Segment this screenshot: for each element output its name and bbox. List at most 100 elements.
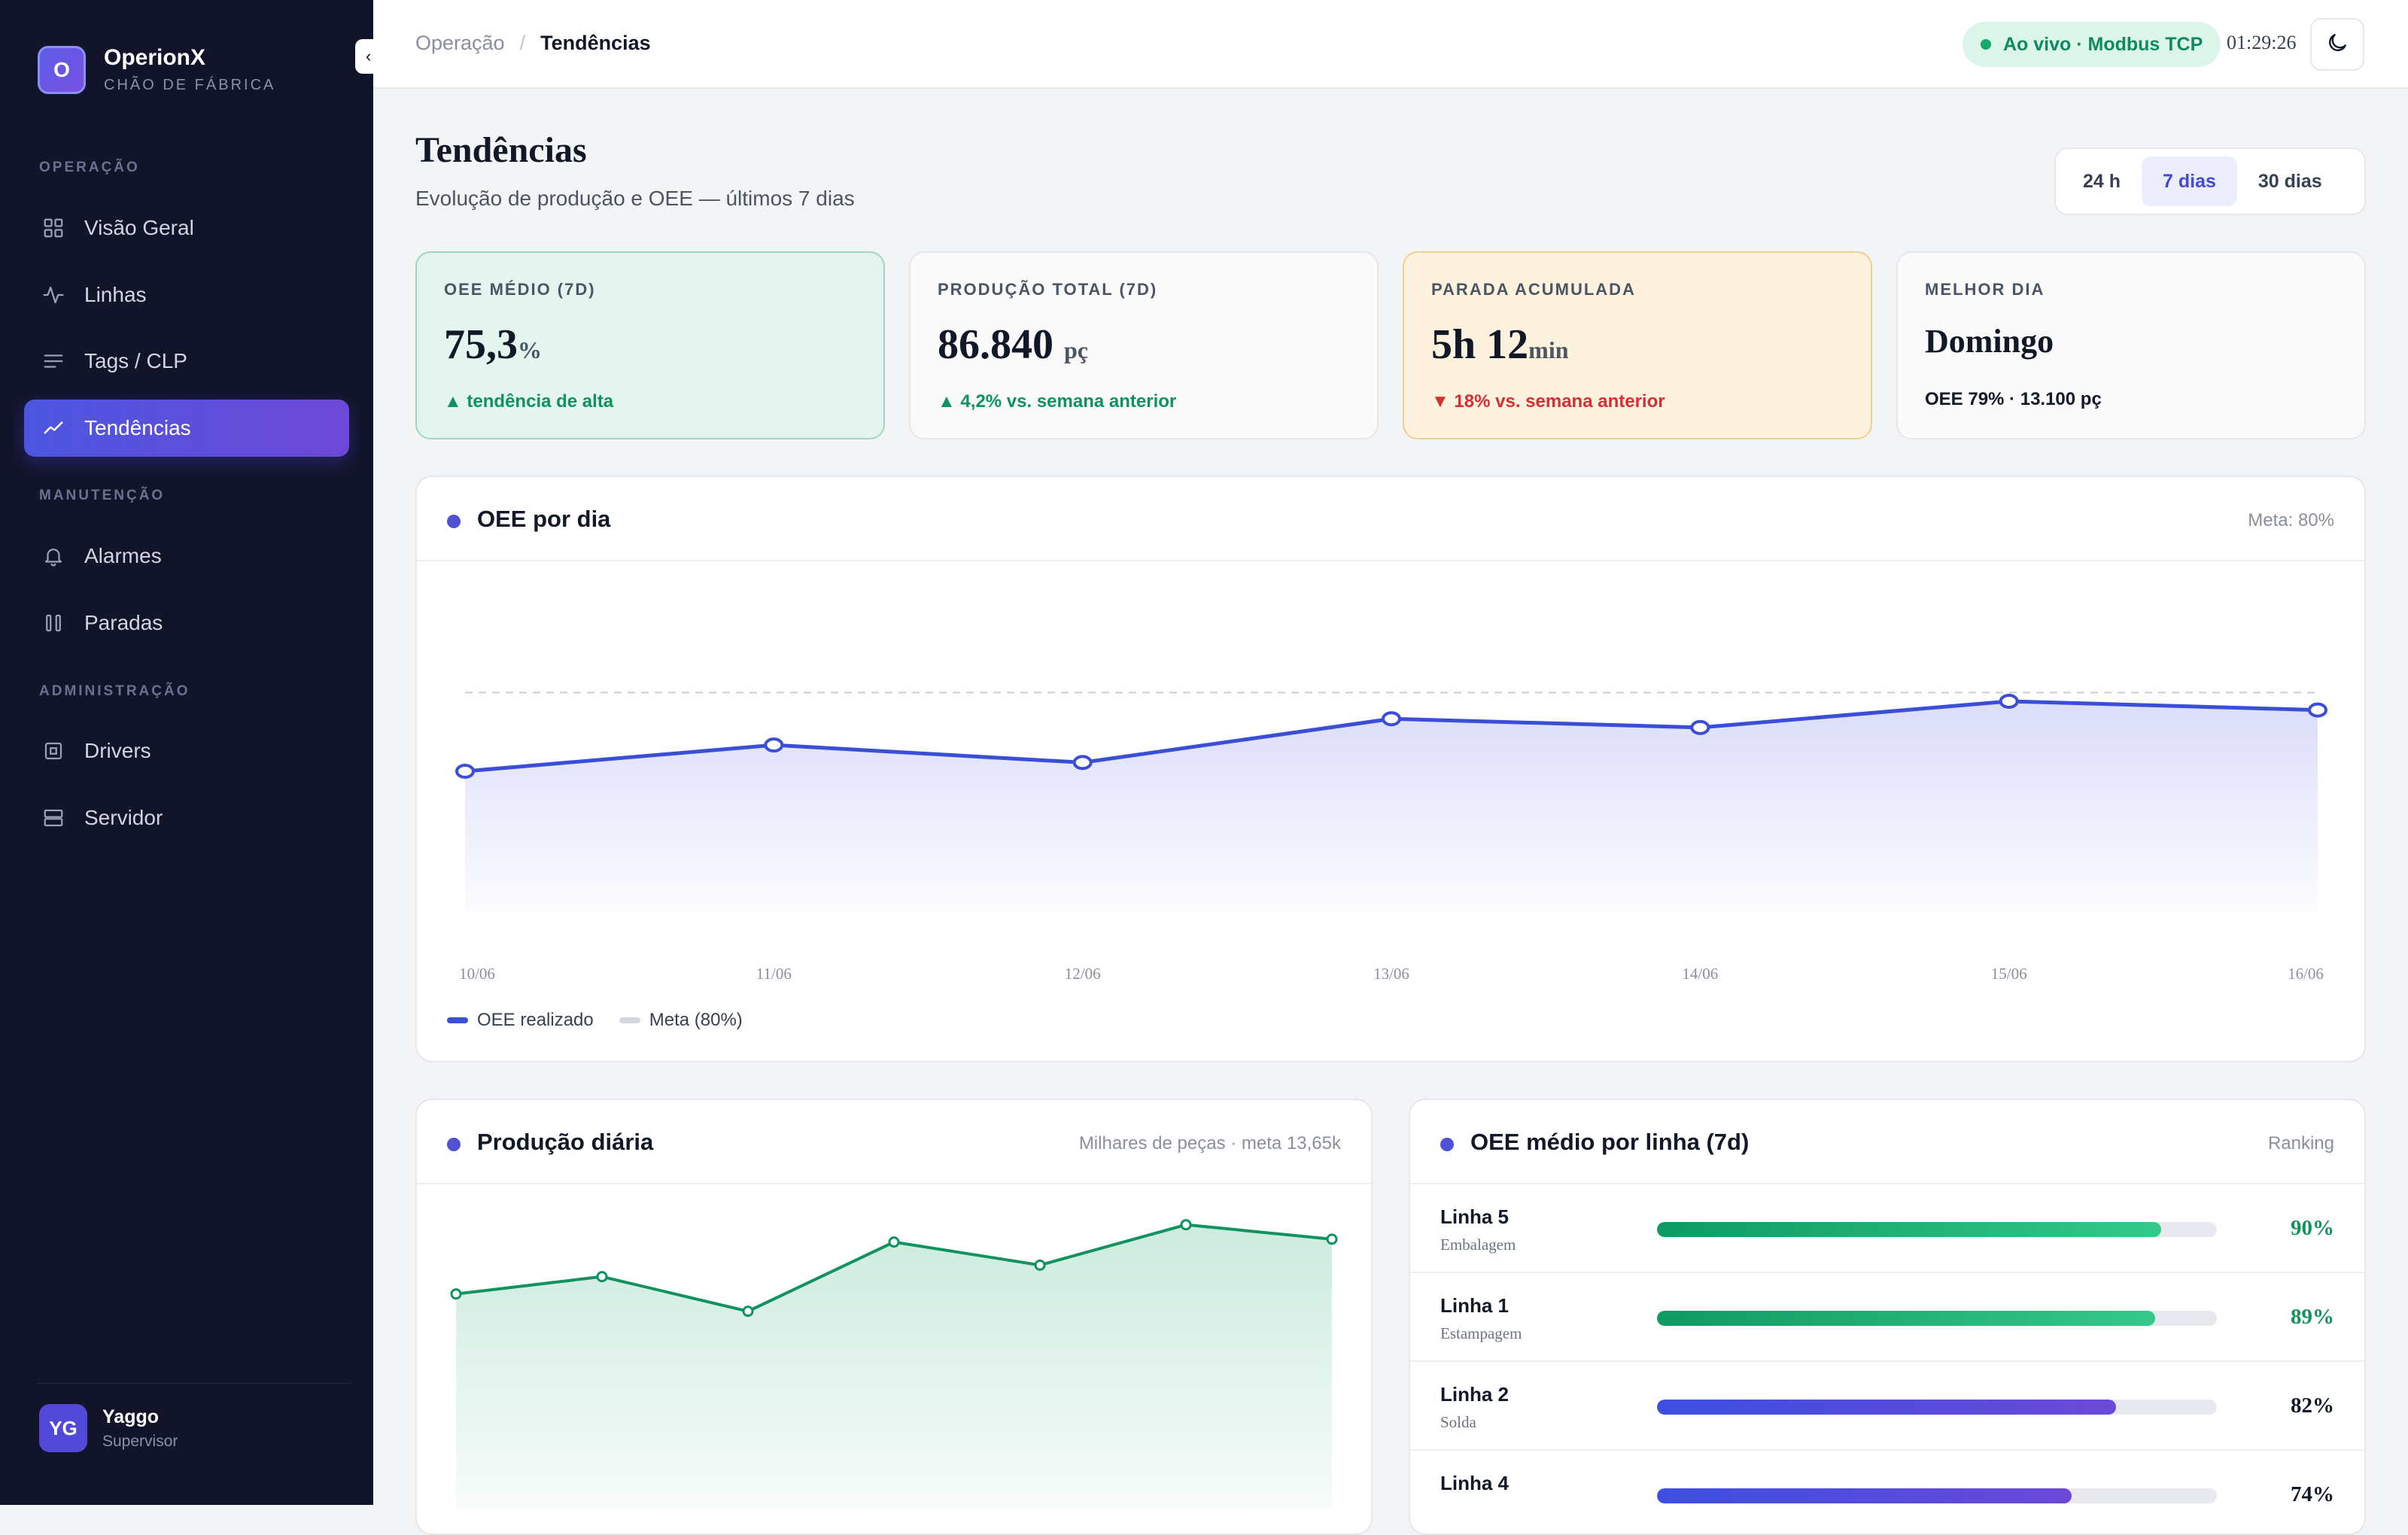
sidebar-item-paradas[interactable]: Paradas — [24, 594, 349, 652]
chevron-left-icon: ‹ — [366, 47, 372, 65]
ranking-row[interactable]: Linha 1 Estampagem 89% — [1410, 1273, 2364, 1362]
oee-point — [1999, 694, 2019, 709]
panel-header: OEE médio por linha (7d) Ranking — [1410, 1100, 2364, 1184]
line-process: Solda — [1440, 1413, 1476, 1431]
production-point — [596, 1271, 608, 1283]
sidebar-item-drivers[interactable]: Drivers — [24, 722, 349, 780]
oee-bar-track — [1657, 1488, 2217, 1503]
kpi-label: MELHOR DIA — [1925, 280, 2045, 299]
sidebar-item-label: Tendências — [84, 416, 191, 439]
production-point — [888, 1236, 900, 1248]
kpi-value: 5h 12min — [1431, 321, 1844, 369]
activity-icon — [41, 282, 66, 308]
oee-bar-fill — [1657, 1488, 2072, 1503]
legend-item-oee: OEE realizado — [447, 1010, 594, 1031]
app-name: OperionX — [104, 45, 206, 70]
ranking-panel: OEE médio por linha (7d) Ranking Linha 5… — [1409, 1099, 2366, 1535]
oee-bar-fill — [1657, 1311, 2156, 1326]
kpi-label: OEE MÉDIO (7D) — [444, 280, 596, 299]
user-profile[interactable]: YG Yaggo Supervisor — [39, 1404, 178, 1452]
sidebar-item-label: Linhas — [84, 283, 147, 306]
page-title: Tendências — [415, 130, 587, 170]
oee-point — [764, 737, 784, 753]
list-icon — [41, 348, 66, 374]
range-30d[interactable]: 30 dias — [2258, 170, 2322, 192]
oee-point — [455, 764, 475, 779]
x-tick-label: 14/06 — [1682, 965, 1718, 983]
oee-bar-fill — [1657, 1222, 2161, 1237]
oee-point — [1382, 711, 1401, 727]
sidebar-item-label: Visão Geral — [84, 216, 194, 239]
oee-value: 74% — [2291, 1482, 2334, 1506]
kpi-unit: pç — [1064, 336, 1088, 363]
sidebar-item-visao-geral[interactable]: Visão Geral — [24, 199, 349, 257]
kpi-card-best-day: MELHOR DIA Domingo OEE 79% · 13.100 pç — [1896, 251, 2366, 439]
chart-legend: OEE realizado Meta (80%) — [447, 1010, 768, 1031]
live-status-text: Ao vivo · Modbus TCP — [2003, 33, 2203, 55]
range-7d[interactable]: 7 dias — [2142, 157, 2237, 206]
kpi-trend: ▲ tendência de alta — [444, 391, 614, 412]
legend-item-meta: Meta (80%) — [619, 1010, 743, 1031]
user-role: Supervisor — [102, 1432, 178, 1450]
breadcrumb-parent[interactable]: Operação — [415, 32, 505, 54]
legend-label: OEE realizado — [477, 1010, 594, 1030]
production-point — [450, 1288, 462, 1300]
nav-section-operacao: OPERAÇÃO — [39, 160, 140, 175]
sidebar-divider — [38, 1383, 351, 1384]
breadcrumb: Operação / Tendências — [415, 32, 651, 55]
sidebar-item-label: Paradas — [84, 611, 163, 634]
production-point — [1326, 1233, 1338, 1245]
x-tick-label: 13/06 — [1373, 965, 1409, 983]
oee-value: 90% — [2291, 1216, 2334, 1240]
sidebar-item-linhas[interactable]: Linhas — [24, 266, 349, 324]
app-logo: O — [38, 45, 86, 94]
page-subtitle: Evolução de produção e OEE — últimos 7 d… — [415, 187, 855, 210]
oee-bar-track — [1657, 1400, 2217, 1415]
sidebar-item-label: Drivers — [84, 739, 151, 762]
legend-swatch — [619, 1017, 640, 1023]
chip-icon — [41, 738, 66, 764]
sidebar-item-tendencias[interactable]: Tendências — [24, 400, 349, 457]
kpi-card-oee: OEE MÉDIO (7D) 75,3% ▲ tendência de alta — [415, 251, 885, 439]
range-24h[interactable]: 24 h — [2083, 170, 2121, 192]
oee-point — [2308, 702, 2327, 718]
breadcrumb-current: Tendências — [540, 32, 651, 54]
oee-point — [1072, 755, 1093, 771]
breadcrumb-separator: / — [519, 32, 526, 54]
kpi-value: 75,3% — [444, 321, 856, 369]
ranking-row[interactable]: Linha 2 Solda 82% — [1410, 1362, 2364, 1451]
kpi-unit: min — [1528, 336, 1569, 363]
production-point — [1034, 1259, 1046, 1271]
pause-icon — [41, 610, 66, 636]
clock: 01:29:26 — [2227, 32, 2297, 53]
line-process: Estampagem — [1440, 1324, 1522, 1342]
sidebar-item-tags-clp[interactable]: Tags / CLP — [24, 333, 349, 390]
panel-header: Produção diária Milhares de peças · meta… — [417, 1100, 1371, 1184]
panel-header: OEE por dia Meta: 80% — [417, 477, 2364, 561]
nav-section-manutencao: MANUTENÇÃO — [39, 488, 166, 503]
live-dot-icon — [1981, 39, 1991, 50]
sidebar-item-alarmes[interactable]: Alarmes — [24, 527, 349, 585]
panel-meta: Meta: 80% — [2248, 510, 2334, 530]
panel-title: OEE médio por linha (7d) — [1470, 1129, 1750, 1155]
x-tick-label: 12/06 — [1065, 965, 1101, 983]
x-tick-label: 16/06 — [2288, 965, 2324, 983]
kpi-value-number: 75,3 — [444, 321, 518, 368]
range-toggle: 24 h 7 dias 30 dias — [2054, 147, 2366, 215]
legend-swatch — [447, 1017, 468, 1023]
server-icon — [41, 805, 66, 831]
sidebar-item-servidor[interactable]: Servidor — [24, 789, 349, 847]
kpi-value: 86.840 pç — [938, 321, 1350, 369]
ranking-row[interactable]: Linha 4 74% — [1410, 1451, 2364, 1533]
theme-toggle-button[interactable] — [2310, 18, 2364, 71]
oee-area — [465, 701, 2318, 911]
kpi-label: PRODUÇÃO TOTAL (7D) — [938, 280, 1158, 299]
brand: O OperionX CHÃO DE FÁBRICA — [38, 45, 275, 94]
oee-bar-track — [1657, 1311, 2217, 1326]
panel-title: Produção diária — [477, 1129, 654, 1155]
kpi-card-downtime: PARADA ACUMULADA 5h 12min ▼ 18% vs. sema… — [1403, 251, 1872, 439]
ranking-row[interactable]: Linha 5 Embalagem 90% — [1410, 1184, 2364, 1273]
kpi-value-number: 5h 12 — [1431, 321, 1529, 368]
grid-icon — [41, 215, 66, 241]
kpi-value: Domingo — [1925, 323, 2054, 360]
